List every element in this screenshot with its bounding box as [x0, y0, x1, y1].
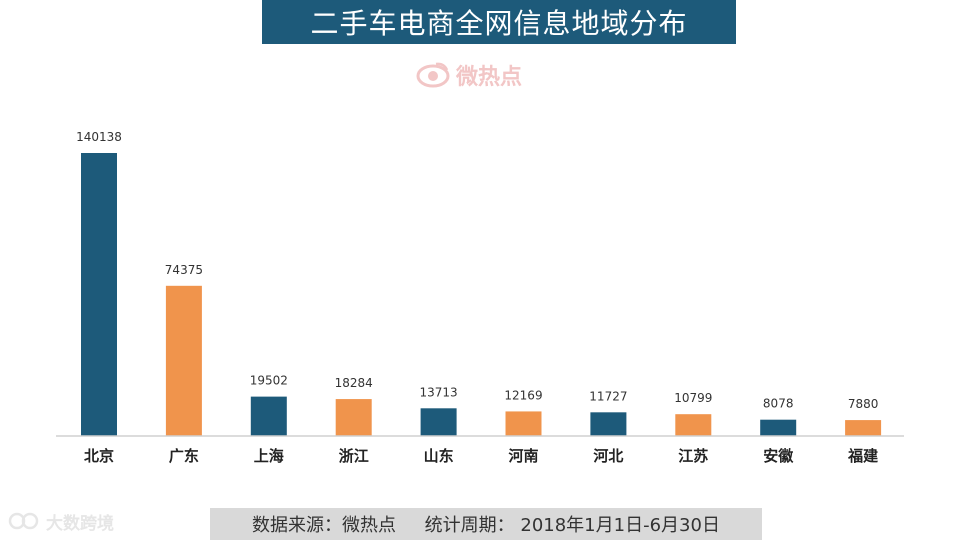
bar-4	[420, 408, 457, 436]
category-label-9: 福建	[847, 447, 879, 465]
footer-period-label: 统计周期：	[424, 515, 515, 536]
chart-title-text: 二手车电商全网信息地域分布	[310, 7, 688, 40]
bar-2	[250, 396, 287, 436]
value-label-0: 140138	[76, 130, 122, 144]
footer-period-value: 2018年1月1日-6月30日	[520, 515, 720, 536]
category-label-3: 浙江	[339, 447, 369, 465]
category-label-6: 河北	[593, 447, 623, 465]
value-label-1: 74375	[165, 263, 203, 277]
value-label-3: 18284	[335, 376, 373, 390]
bar-5	[505, 411, 542, 436]
brand-logo: 大数跨境	[8, 506, 114, 536]
brand-icon	[8, 512, 39, 530]
watermark: 微热点	[416, 58, 550, 92]
bar-8	[760, 419, 797, 436]
bar-chart: 140138 74375 19502 18284 13713 12169 11727 1079…	[56, 130, 904, 465]
value-label-7: 10799	[674, 391, 712, 405]
value-label-6: 11727	[589, 389, 627, 403]
weibo-eye-icon	[416, 62, 450, 88]
bar-6	[590, 412, 627, 436]
watermark-text: 微热点	[456, 65, 523, 90]
footer-source: 数据来源：微热点 统计周期： 2018年1月1日-6月30日	[210, 508, 762, 540]
category-label-8: 安徽	[763, 447, 794, 465]
value-label-5: 12169	[504, 388, 542, 402]
value-label-4: 13713	[420, 385, 458, 399]
category-label-5: 河南	[508, 447, 538, 465]
category-label-1: 广东	[169, 447, 199, 465]
bar-3	[335, 399, 372, 436]
value-label-9: 7880	[848, 397, 879, 411]
category-label-4: 山东	[424, 447, 454, 465]
bar-0	[81, 153, 117, 436]
bar-9	[845, 420, 882, 436]
bar-1	[165, 285, 202, 436]
category-label-0: 北京	[84, 447, 114, 465]
category-label-2: 上海	[254, 447, 284, 465]
value-label-2: 19502	[250, 374, 288, 388]
chart-title: 二手车电商全网信息地域分布	[262, 0, 736, 44]
value-label-8: 8078	[763, 397, 794, 411]
bar-7	[675, 414, 712, 436]
brand-text: 大数跨境	[46, 513, 114, 534]
footer-source-label: 数据来源：微热点	[252, 515, 397, 536]
category-label-7: 江苏	[678, 447, 708, 465]
